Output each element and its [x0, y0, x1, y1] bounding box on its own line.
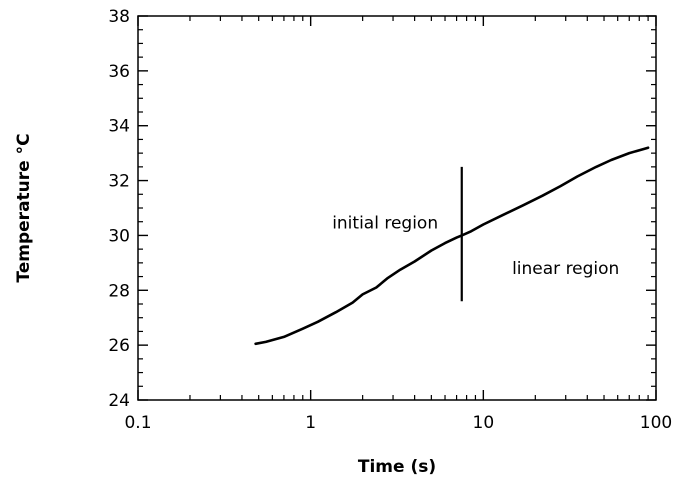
y-axis-title: Temperature °C	[14, 133, 34, 282]
x-tick-label: 1	[305, 413, 316, 433]
y-tick-label: 30	[108, 226, 130, 246]
y-tick-label: 34	[108, 117, 130, 137]
y-tick-label: 24	[108, 391, 130, 411]
annotation-initial-region: initial region	[332, 214, 438, 234]
x-tick-label: 0.1	[124, 413, 151, 433]
x-tick-label: 10	[473, 413, 495, 433]
x-tick-labels: 0.1 1 10 100	[124, 413, 672, 433]
temperature-line	[254, 146, 650, 346]
x-tick-label: 100	[640, 413, 672, 433]
y-tick-labels: 24 26 28 30 32 34 36 38	[108, 7, 130, 411]
y-tick-label: 36	[108, 62, 130, 82]
x-axis-title: Time (s)	[358, 457, 436, 477]
annotation-linear-region: linear region	[512, 259, 619, 279]
major-ticks	[137, 15, 657, 401]
minor-ticks	[138, 16, 656, 400]
y-tick-label: 28	[108, 281, 130, 301]
y-tick-label: 38	[108, 7, 130, 27]
y-tick-label: 32	[108, 172, 130, 192]
y-tick-label: 26	[108, 336, 130, 356]
plot-frame	[137, 15, 657, 401]
